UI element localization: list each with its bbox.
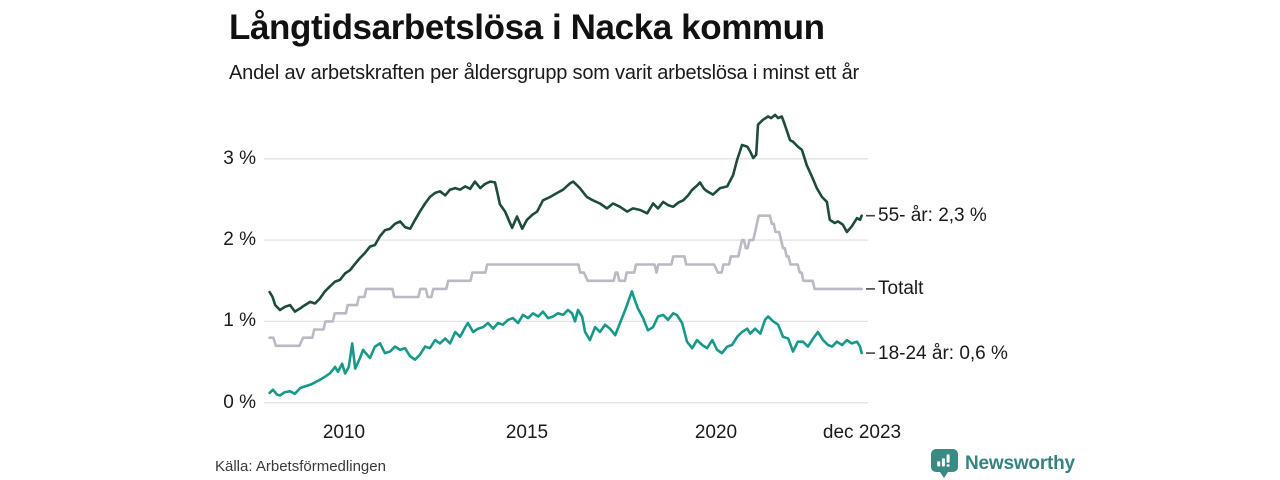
chart-subtitle: Andel av arbetskraften per åldersgrupp s… bbox=[229, 62, 859, 84]
series-label-totalt: Totalt bbox=[878, 278, 924, 299]
series-label-18-24: 18-24 år: 0,6 % bbox=[878, 343, 1008, 364]
bar-chart-speech-bubble-icon bbox=[931, 449, 958, 478]
x-axis-tick-dec-2023: dec 2023 bbox=[822, 422, 902, 443]
x-axis-tick-2010: 2010 bbox=[322, 422, 366, 443]
x-axis-tick-2020: 2020 bbox=[694, 422, 738, 443]
page-title: Långtidsarbetslösa i Nacka kommun bbox=[229, 8, 825, 47]
y-axis-tick-2: 2 % bbox=[223, 229, 256, 250]
x-axis-tick-2015: 2015 bbox=[505, 422, 549, 443]
y-axis-tick-0: 0 % bbox=[223, 392, 256, 413]
source-note: Källa: Arbetsförmedlingen bbox=[215, 458, 386, 475]
newsworthy-logo: Newsworthy bbox=[931, 449, 1075, 479]
series-label-55-plus: 55- år: 2,3 % bbox=[878, 205, 987, 226]
newsworthy-wordmark: Newsworthy bbox=[965, 453, 1075, 474]
y-axis-tick-3: 3 % bbox=[223, 148, 256, 169]
y-axis-tick-1: 1 % bbox=[223, 310, 256, 331]
